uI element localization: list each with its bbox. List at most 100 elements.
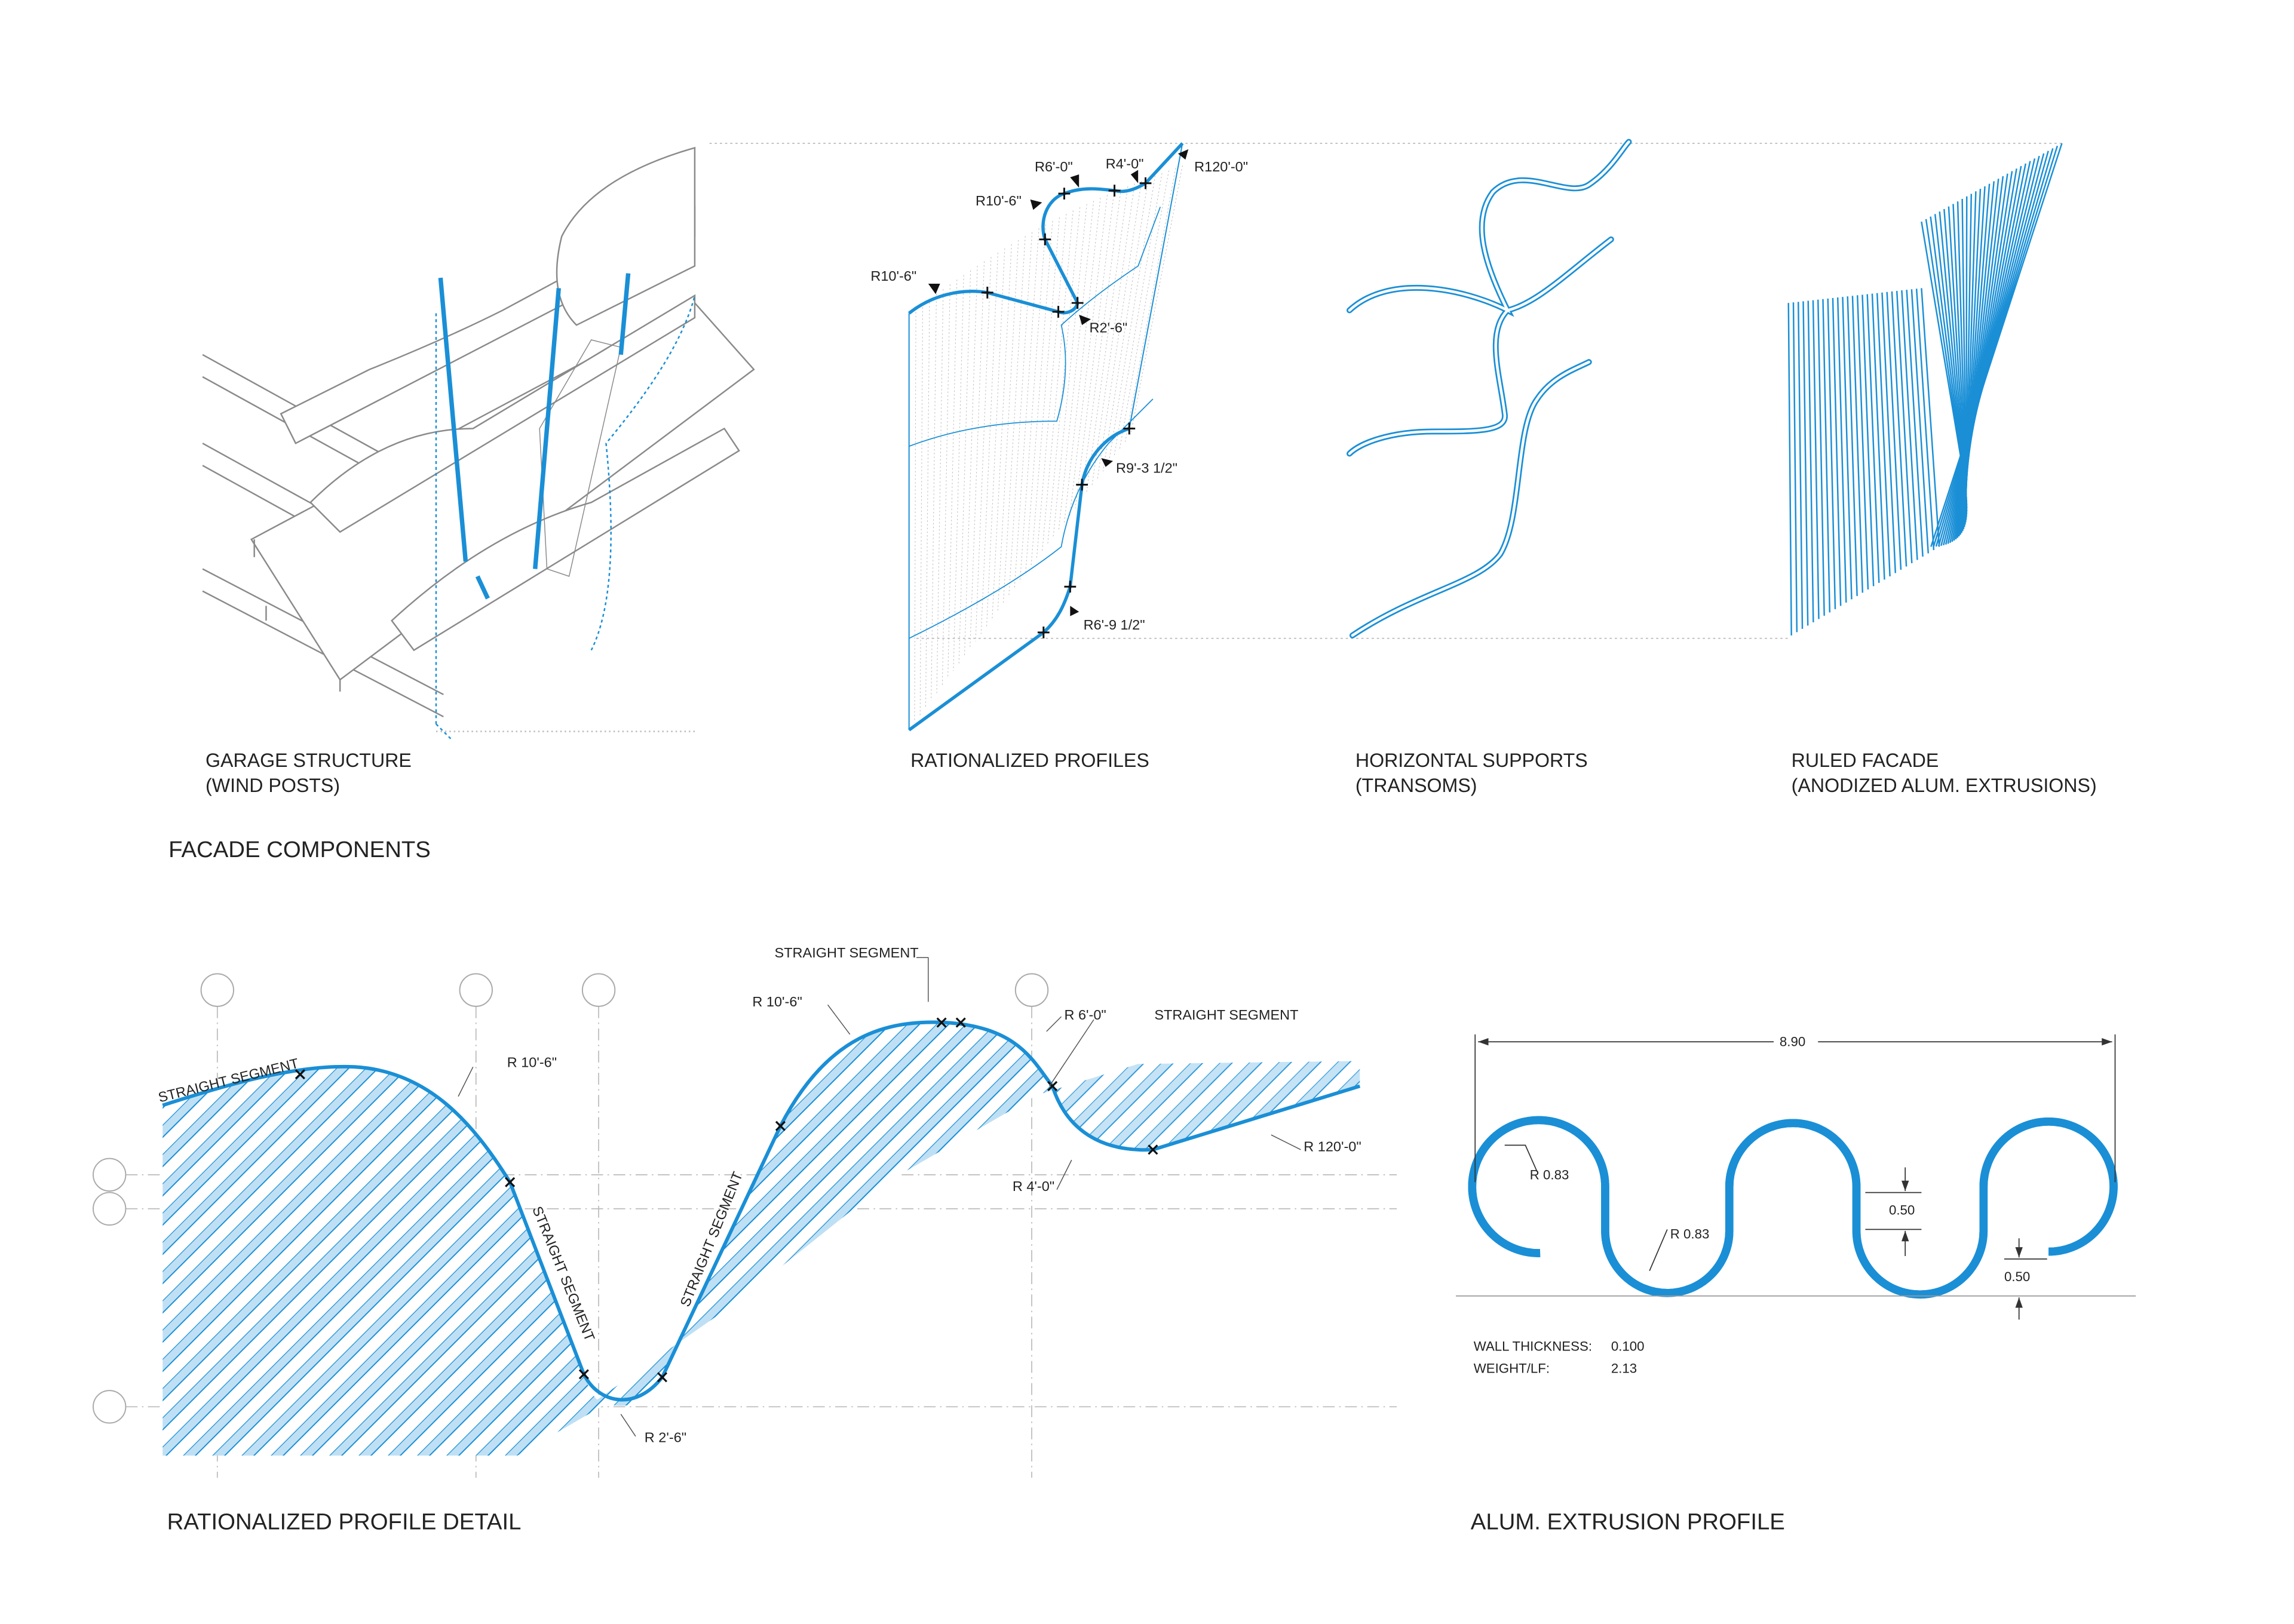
panel-caption: (TRANSOMS): [1355, 775, 1477, 796]
spec-label: WALL THICKNESS:: [1474, 1339, 1592, 1353]
ruling-line: [953, 275, 964, 671]
radius-label: R10'-6": [870, 268, 916, 284]
extrusion-line: [1876, 293, 1891, 576]
extrusion-line: [1906, 290, 1924, 557]
extrusion-line: [1856, 295, 1869, 590]
extrusion-line: [1945, 158, 2036, 545]
ruling-line: [997, 240, 1019, 612]
extrusion-line: [1947, 161, 2031, 544]
ruling-line: [925, 299, 930, 708]
radius-label: R2'-6": [1090, 320, 1128, 336]
extrusion-line: [1953, 168, 2017, 541]
section-title: FACADE COMPONENTS: [168, 837, 431, 862]
extrusion-line: [1798, 302, 1804, 629]
extrusion-line: [1886, 291, 1902, 570]
extrusion-line: [1832, 297, 1842, 606]
extrusion-line: [1896, 290, 1913, 563]
extrusion-line: [1901, 290, 1918, 560]
ruling-line: [1002, 236, 1026, 604]
lip-dim: 0.50: [2004, 1269, 2030, 1284]
rationalized-profiles-drawing: R10'-6" R10'-6" R6'-0" R4'-0" R120'-0" R…: [709, 142, 2062, 732]
extrusion-line: [1930, 143, 2063, 547]
ruling-line: [1008, 232, 1033, 597]
ruling-line: [1025, 220, 1053, 575]
detail-label: R 10'-6": [752, 994, 802, 1009]
extrusion-line: [1915, 288, 1935, 550]
radius-label: R6'-9 1/2": [1084, 617, 1145, 633]
ruling-line: [1080, 189, 1121, 501]
grid-bubbles: [93, 973, 1049, 1424]
extrusion-line: [1792, 302, 1798, 633]
extrusion-line: [1812, 300, 1820, 619]
extrusion-line: [1787, 303, 1792, 636]
garage-structure-drawing: [202, 146, 755, 739]
ruling-line: [1036, 214, 1067, 560]
panel-caption: RATIONALIZED PROFILES: [910, 750, 1149, 771]
ruling-line: [1108, 176, 1156, 464]
detail-label: R 120'-0": [1304, 1138, 1361, 1154]
ruling-line: [936, 289, 944, 693]
ruling-line: [1102, 178, 1149, 472]
radius-label: R9'-3 1/2": [1116, 461, 1177, 476]
ruling-line: [1091, 183, 1135, 487]
ruling-line: [941, 284, 950, 686]
extrusion-line: [1871, 293, 1885, 580]
spec-value: 2.13: [1611, 1361, 1637, 1376]
extrusion-line: [1822, 299, 1831, 613]
straight-dim: 0.50: [1889, 1203, 1915, 1218]
panel-caption: RULED FACADE: [1792, 750, 1939, 771]
extrusion-line: [1836, 297, 1847, 603]
radius-dim: R 0.83: [1670, 1226, 1710, 1241]
extrusion-line: [1861, 294, 1875, 587]
extrusion-line: [1842, 297, 1853, 600]
detail-label: R 2'-6": [645, 1430, 686, 1445]
ruling-line: [1086, 186, 1128, 494]
radius-label: R120'-0": [1194, 159, 1248, 174]
extrusion-line: [1847, 296, 1858, 596]
ruling-line: [931, 294, 937, 701]
ruling-line: [1119, 170, 1169, 450]
ruling-line: [1075, 192, 1115, 509]
ruling-line: [1053, 204, 1087, 538]
ruling-line: [992, 244, 1012, 619]
ruling-line: [947, 280, 958, 679]
panel-caption: (ANODIZED ALUM. EXTRUSIONS): [1792, 775, 2097, 796]
radius-label: R6'-0": [1035, 159, 1073, 174]
ruling-line: [964, 266, 978, 656]
detail-label: STRAIGHT SEGMENT: [775, 945, 919, 960]
radius-dim: R 0.83: [1530, 1167, 1569, 1182]
radius-label: R10'-6": [976, 193, 1022, 208]
extrusion-line: [1921, 288, 1940, 547]
extrusion-line: [1807, 300, 1814, 622]
panel-caption: HORIZONTAL SUPPORTS: [1355, 750, 1588, 771]
ruling-line: [980, 252, 998, 634]
extrusion-line: [1827, 298, 1836, 609]
ruling-line: [1019, 225, 1047, 582]
extrusion-line: [1866, 294, 1880, 583]
detail-label: R 6'-0": [1064, 1007, 1106, 1023]
ruling-line: [1047, 207, 1081, 545]
detail-label: R 4'-0": [1013, 1178, 1054, 1194]
spec-value: 0.100: [1611, 1339, 1645, 1353]
section-title: ALUM. EXTRUSION PROFILE: [1471, 1509, 1785, 1535]
profile-detail-drawing: STRAIGHT SEGMENT R 10'-6" STRAIGHT SEGME…: [93, 945, 1397, 1478]
extrusion-line: [1881, 292, 1897, 573]
wind-posts: [438, 273, 631, 600]
panel-caption: GARAGE STRUCTURE: [206, 750, 412, 771]
overall-width-dim: 8.90: [1780, 1034, 1805, 1049]
extrusion-line: [1817, 299, 1825, 616]
horizontal-supports-drawing: [1346, 139, 1632, 636]
radius-label: R4'-0": [1106, 156, 1144, 171]
panel-caption: (WIND POSTS): [206, 775, 340, 796]
spec-label: WEIGHT/LF:: [1474, 1361, 1550, 1376]
extrusion-line: [1910, 289, 1930, 554]
ruling-line: [970, 261, 985, 649]
detail-label: STRAIGHT SEGMENT: [1154, 1007, 1298, 1023]
extrusion-line: [1949, 163, 2027, 544]
extrusion-profile-drawing: 8.90 R 0.83 R 0.83 0.50 0.50 WALL THICKN…: [1456, 1034, 2136, 1376]
section-title: RATIONALIZED PROFILE DETAIL: [167, 1509, 522, 1535]
ruling-line: [975, 257, 992, 641]
ruling-line: [914, 308, 916, 723]
ruling-line: [1058, 201, 1094, 531]
